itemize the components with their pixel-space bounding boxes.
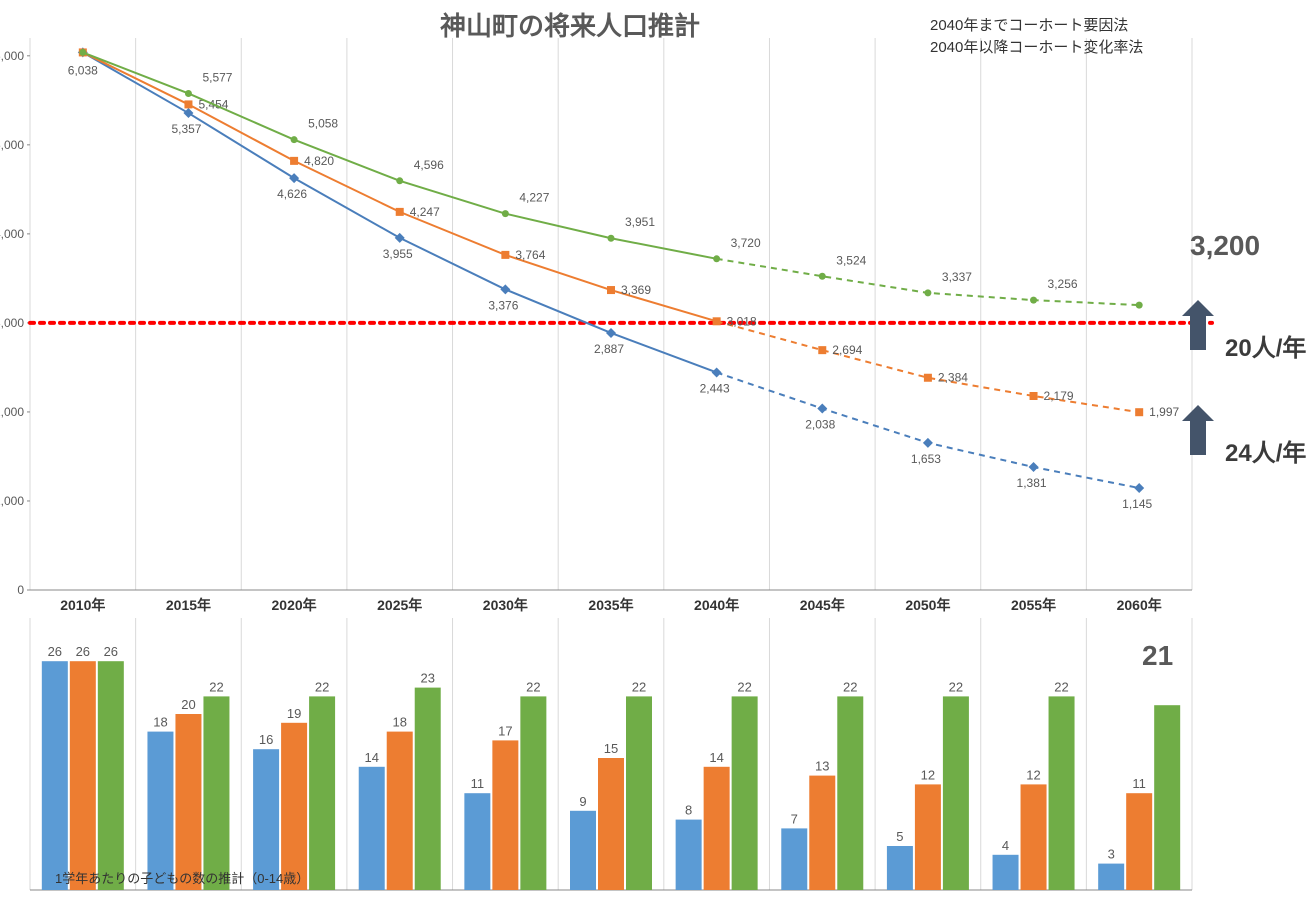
svg-text:0: 0 — [17, 583, 24, 597]
svg-text:22: 22 — [526, 679, 540, 694]
svg-text:1,145: 1,145 — [1122, 497, 1152, 511]
svg-text:2020年: 2020年 — [272, 597, 317, 613]
svg-text:22: 22 — [949, 679, 963, 694]
svg-text:19: 19 — [287, 706, 301, 721]
svg-text:3: 3 — [1108, 847, 1115, 862]
svg-text:26: 26 — [48, 644, 62, 659]
svg-text:23: 23 — [420, 671, 434, 686]
svg-text:2010年: 2010年 — [60, 597, 105, 613]
svg-text:26: 26 — [76, 644, 90, 659]
svg-text:2,694: 2,694 — [832, 343, 862, 357]
svg-text:5,000: 5,000 — [0, 138, 24, 152]
svg-text:2015年: 2015年 — [166, 597, 211, 613]
svg-text:5: 5 — [896, 829, 903, 844]
svg-text:9: 9 — [579, 794, 586, 809]
rate-20-label: 20人/年 — [1225, 328, 1306, 363]
svg-text:2040年: 2040年 — [694, 597, 739, 613]
svg-text:22: 22 — [315, 679, 329, 694]
svg-text:3,018: 3,018 — [727, 314, 757, 328]
svg-text:22: 22 — [843, 679, 857, 694]
svg-text:12: 12 — [1026, 767, 1040, 782]
svg-text:4,596: 4,596 — [414, 158, 444, 172]
svg-text:4: 4 — [1002, 838, 1009, 853]
svg-text:2045年: 2045年 — [800, 597, 845, 613]
svg-text:3,955: 3,955 — [383, 247, 413, 261]
svg-text:2,000: 2,000 — [0, 405, 24, 419]
svg-text:14: 14 — [364, 750, 378, 765]
svg-text:2030年: 2030年 — [483, 597, 528, 613]
svg-text:2050年: 2050年 — [905, 597, 950, 613]
svg-text:26: 26 — [104, 644, 118, 659]
svg-text:2,179: 2,179 — [1044, 389, 1074, 403]
svg-text:3,720: 3,720 — [731, 236, 761, 250]
svg-text:2,887: 2,887 — [594, 342, 624, 356]
svg-text:2,384: 2,384 — [938, 371, 968, 385]
svg-text:2,443: 2,443 — [700, 381, 730, 395]
svg-text:3,000: 3,000 — [0, 316, 24, 330]
svg-text:2055年: 2055年 — [1011, 597, 1056, 613]
svg-text:5,357: 5,357 — [171, 122, 201, 136]
svg-text:22: 22 — [737, 679, 751, 694]
svg-text:15: 15 — [604, 741, 618, 756]
svg-text:1,000: 1,000 — [0, 494, 24, 508]
svg-text:6,038: 6,038 — [68, 63, 98, 77]
svg-text:11: 11 — [1132, 776, 1146, 791]
final-bar-annotation: 21 — [1142, 640, 1173, 672]
svg-text:5,577: 5,577 — [202, 70, 232, 84]
svg-text:8: 8 — [685, 803, 692, 818]
svg-text:2,038: 2,038 — [805, 418, 835, 432]
method-note-2: 2040年以降コーホート変化率法 — [930, 36, 1143, 57]
svg-text:22: 22 — [1054, 679, 1068, 694]
svg-text:3,376: 3,376 — [488, 298, 518, 312]
svg-text:14: 14 — [709, 750, 723, 765]
svg-text:18: 18 — [392, 715, 406, 730]
chart-container: 神山町の将来人口推計 2040年までコーホート要因法 2040年以降コーホート変… — [0, 0, 1316, 906]
svg-text:13: 13 — [815, 759, 829, 774]
svg-text:4,247: 4,247 — [410, 205, 440, 219]
svg-text:2060年: 2060年 — [1117, 597, 1162, 613]
svg-text:3,524: 3,524 — [836, 253, 866, 267]
svg-text:7: 7 — [791, 811, 798, 826]
svg-text:3,764: 3,764 — [515, 248, 545, 262]
rate-24-label: 24人/年 — [1225, 433, 1306, 468]
svg-text:3,337: 3,337 — [942, 270, 972, 284]
svg-text:1,997: 1,997 — [1149, 405, 1179, 419]
svg-text:6,000: 6,000 — [0, 49, 24, 63]
svg-text:12: 12 — [921, 767, 935, 782]
svg-text:3,951: 3,951 — [625, 215, 655, 229]
svg-text:11: 11 — [471, 776, 485, 791]
svg-text:4,227: 4,227 — [519, 191, 549, 205]
svg-text:4,626: 4,626 — [277, 187, 307, 201]
svg-text:4,000: 4,000 — [0, 227, 24, 241]
svg-text:1,653: 1,653 — [911, 452, 941, 466]
bar-chart-caption: 1学年あたりの子どもの数の推計（0-14歳） — [55, 868, 309, 887]
svg-text:20: 20 — [181, 697, 195, 712]
svg-text:22: 22 — [632, 679, 646, 694]
svg-text:1,381: 1,381 — [1017, 476, 1047, 490]
chart-svg: 01,0002,0003,0004,0005,0006,0002010年2015… — [0, 0, 1316, 906]
svg-text:2025年: 2025年 — [377, 597, 422, 613]
final-green-annotation: 3,200 — [1190, 230, 1260, 262]
svg-text:2035年: 2035年 — [588, 597, 633, 613]
svg-text:22: 22 — [209, 679, 223, 694]
svg-text:4,820: 4,820 — [304, 154, 334, 168]
svg-text:3,256: 3,256 — [1048, 277, 1078, 291]
chart-title: 神山町の将来人口推計 — [440, 6, 700, 43]
svg-text:18: 18 — [153, 715, 167, 730]
svg-text:17: 17 — [498, 723, 512, 738]
svg-text:16: 16 — [259, 732, 273, 747]
method-note-1: 2040年までコーホート要因法 — [930, 14, 1128, 35]
svg-text:5,058: 5,058 — [308, 117, 338, 131]
svg-text:3,369: 3,369 — [621, 283, 651, 297]
